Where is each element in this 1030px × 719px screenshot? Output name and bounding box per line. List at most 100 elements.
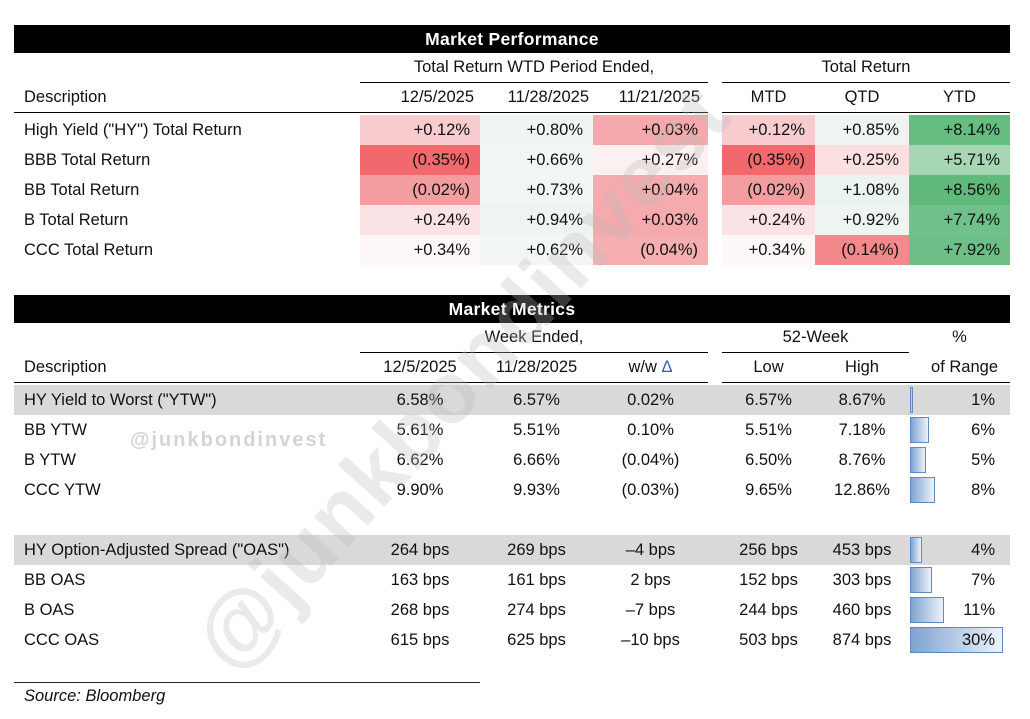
value-cell: (0.04%)	[593, 235, 708, 265]
value-cell: –4 bps	[625, 541, 676, 559]
metrics-table-row: HY Option-Adjusted Spread ("OAS") 264 bps…	[14, 535, 1010, 565]
col-header-date-2: 11/28/2025	[495, 358, 578, 376]
metrics-table-row: BB OAS 163 bps 161 bps 2 bps 152 bps 303 bps 7…	[14, 565, 1010, 595]
value-cell: +0.66%	[480, 145, 593, 175]
value-cell: +0.03%	[593, 115, 708, 145]
column-gap	[708, 205, 722, 235]
value-cell: +0.24%	[722, 205, 815, 235]
group-header-52-week: 52-Week	[722, 323, 909, 353]
range-percent-label: 7%	[971, 571, 995, 589]
row-label: HY Yield to Worst ("YTW")	[24, 391, 217, 409]
metrics-table-row: CCC YTW 9.90% 9.93% (0.03%) 9.65% 12.86% 8%	[14, 475, 1010, 505]
column-gap	[708, 475, 722, 505]
range-cell: 6%	[909, 415, 1010, 445]
low-cell: 503 bps	[739, 631, 798, 649]
col-header-description: Description	[14, 83, 360, 113]
row-label: BBB Total Return	[24, 151, 151, 169]
value-cell: +0.24%	[360, 205, 480, 235]
value-cell: +0.34%	[360, 235, 480, 265]
high-cell: 8.76%	[838, 451, 886, 469]
range-percent-label: 4%	[971, 541, 995, 559]
metrics-table-row: B OAS 268 bps 274 bps –7 bps 244 bps 460 bps 1…	[14, 595, 1010, 625]
row-label: HY Option-Adjusted Spread ("OAS")	[24, 541, 290, 559]
value-cell: (0.35%)	[360, 145, 480, 175]
value-cell: 5.51%	[513, 421, 560, 439]
value-cell: 274 bps	[507, 601, 566, 619]
performance-table-row: CCC Total Return +0.34% +0.62% (0.04%) +0.34…	[14, 235, 1010, 265]
high-cell: 874 bps	[832, 631, 892, 649]
value-cell: 0.02%	[627, 391, 674, 409]
group-header-total-return: Total Return	[722, 53, 1010, 83]
low-cell: 5.51%	[745, 421, 792, 439]
value-cell: 2 bps	[630, 571, 671, 589]
value-cell: +8.56%	[909, 175, 1010, 205]
range-percent-label: 11%	[963, 601, 995, 619]
high-cell: 460 bps	[832, 601, 892, 619]
value-cell: 615 bps	[390, 631, 450, 649]
low-cell: 256 bps	[739, 541, 798, 559]
value-cell: +0.12%	[722, 115, 815, 145]
source-note: Source: Bloomberg	[24, 687, 166, 705]
range-data-bar	[910, 627, 1003, 653]
value-cell: (0.14%)	[815, 235, 909, 265]
column-gap	[708, 235, 722, 265]
value-cell: 625 bps	[507, 631, 566, 649]
performance-table-row: BB Total Return (0.02%) +0.73% +0.04% (0.02%…	[14, 175, 1010, 205]
low-cell: 152 bps	[739, 571, 798, 589]
performance-table-row: BBB Total Return (0.35%) +0.66% +0.27% (0.35…	[14, 145, 1010, 175]
value-cell: 268 bps	[390, 601, 450, 619]
value-cell: +5.71%	[909, 145, 1010, 175]
range-percent-label: 6%	[971, 421, 995, 439]
range-percent-label: 30%	[961, 631, 995, 649]
column-gap	[708, 83, 722, 113]
period-headers: MTD QTD YTD	[722, 83, 1010, 113]
range-percent-label: 8%	[971, 481, 995, 499]
column-gap	[708, 415, 722, 445]
value-cell: +0.03%	[593, 205, 708, 235]
column-gap	[708, 385, 722, 415]
col-header-ww-delta: w/w Δ	[628, 358, 673, 376]
performance-column-header-row: Description 12/5/2025 11/28/2025 11/21/2…	[14, 83, 1010, 113]
value-cell: 0.10%	[627, 421, 674, 439]
row-label: BB OAS	[24, 571, 86, 589]
col-header-low: Low	[753, 358, 784, 376]
value-cell: 269 bps	[507, 541, 566, 559]
column-gap	[708, 445, 722, 475]
metrics-column-header-row: Description 12/5/2025 11/28/2025 w/w Δ L…	[14, 353, 1010, 383]
metrics-title-bar: Market Metrics	[14, 295, 1010, 323]
value-cell: +0.92%	[815, 205, 909, 235]
metrics-table-row: B YTW 6.62% 6.66% (0.04%) 6.50% 8.76% 5%	[14, 445, 1010, 475]
value-cell: –10 bps	[621, 631, 680, 649]
column-gap	[708, 323, 722, 353]
range-cell: 11%	[909, 595, 1010, 625]
range-data-bar	[910, 597, 945, 623]
value-cell: +7.74%	[909, 205, 1010, 235]
value-cell: +0.85%	[815, 115, 909, 145]
range-cell: 5%	[909, 445, 1010, 475]
value-cell: +1.08%	[815, 175, 909, 205]
value-cell: +0.62%	[480, 235, 593, 265]
value-cell: +0.04%	[593, 175, 708, 205]
metrics-group-header-row: Week Ended, 52-Week %	[14, 323, 1010, 353]
value-cell: 163 bps	[390, 571, 450, 589]
value-cell: 6.62%	[396, 451, 444, 469]
value-cell: (0.03%)	[621, 481, 680, 499]
blank-cell	[14, 53, 360, 83]
high-cell: 7.18%	[838, 421, 886, 439]
row-label: High Yield ("HY") Total Return	[24, 121, 242, 139]
col-header-description: Description	[14, 353, 360, 383]
column-gap	[708, 595, 722, 625]
value-cell: +8.14%	[909, 115, 1010, 145]
high-cell: 8.67%	[838, 391, 886, 409]
column-gap	[708, 115, 722, 145]
group-header-week-ended: Week Ended,	[360, 323, 708, 353]
value-cell: +7.92%	[909, 235, 1010, 265]
value-cell: +0.73%	[480, 175, 593, 205]
value-cell: (0.35%)	[722, 145, 815, 175]
range-data-bar	[910, 387, 914, 413]
group-header-percent: %	[952, 328, 967, 346]
low-cell: 244 bps	[739, 601, 798, 619]
col-header-of-range: of Range	[909, 353, 1010, 383]
performance-table-row: High Yield ("HY") Total Return +0.12% +0.8…	[14, 115, 1010, 145]
